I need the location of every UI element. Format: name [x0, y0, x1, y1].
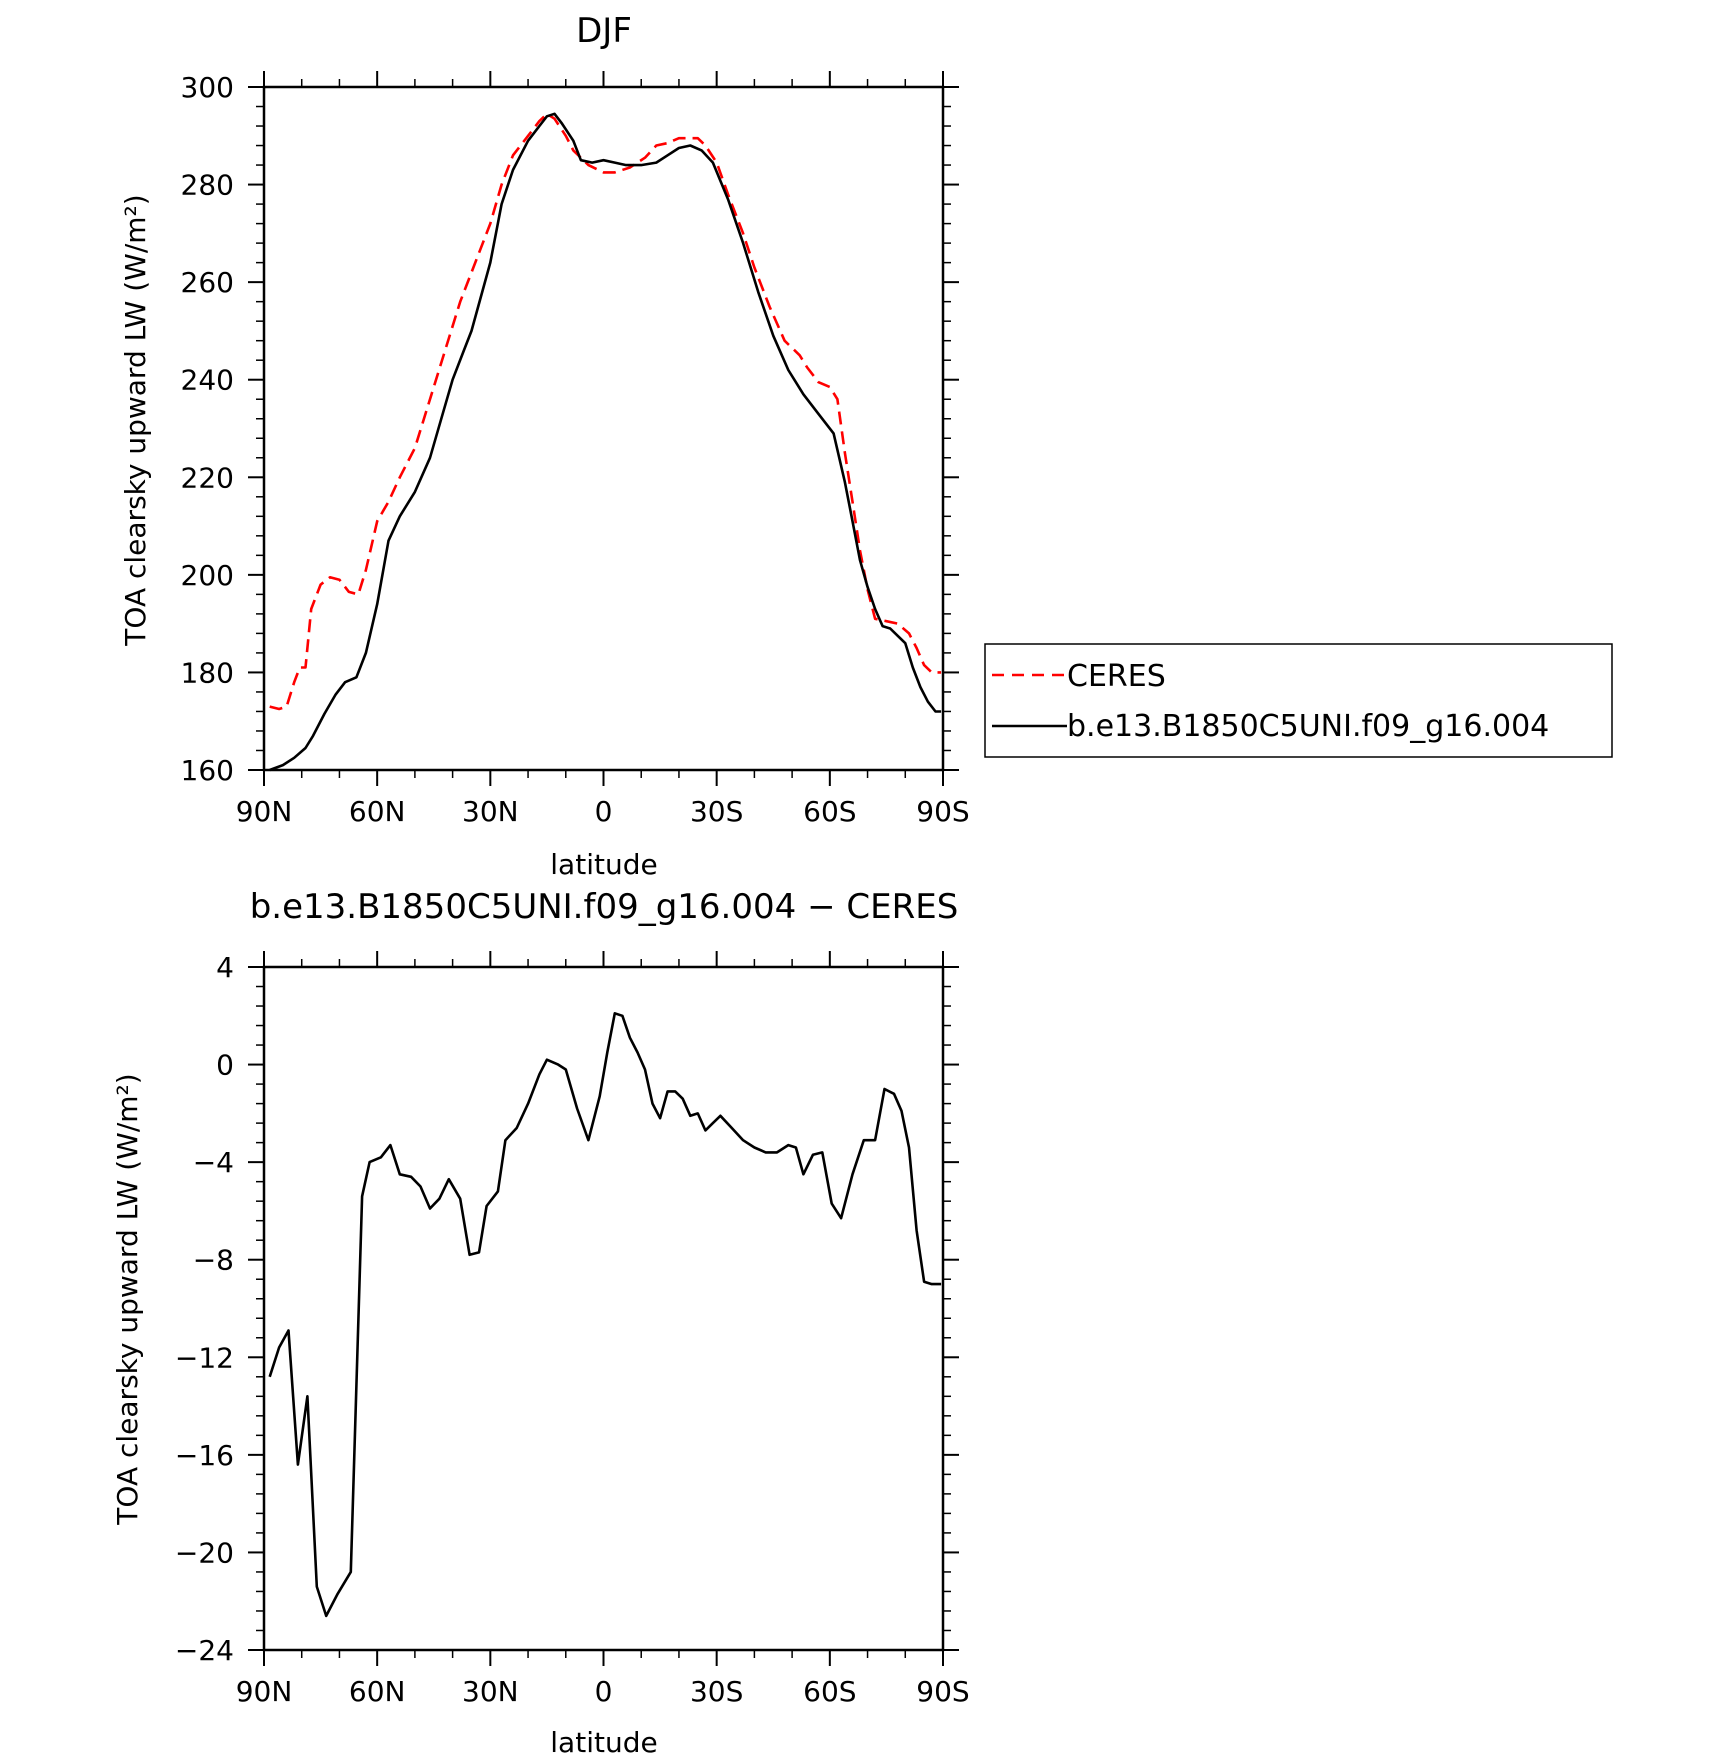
top-plot-title: DJF — [576, 11, 632, 51]
bottom-y-tick-label: −16 — [175, 1439, 234, 1472]
top-y-tick-label: 180 — [181, 656, 234, 689]
top-x-tick-label: 0 — [595, 795, 613, 828]
bottom-x-tick-label: 90N — [236, 1675, 293, 1708]
top-x-tick-label: 60S — [803, 795, 856, 828]
bottom-x-tick-label: 30S — [690, 1675, 743, 1708]
top-x-tick-label: 60N — [349, 795, 406, 828]
legend-ceres-label: CERES — [1067, 659, 1166, 694]
bottom-axis-ticks: 90N 60N 30N 0 30S 60S 90S −24 −20 −16 −12 −8 −4 0 4 — [175, 951, 970, 1708]
top-plot-frame — [262, 85, 945, 772]
bottom-x-tick-label: 60N — [349, 1675, 406, 1708]
top-y-axis-title: TOA clearsky upward LW (W/m²) — [119, 194, 152, 646]
top-y-tick-label: 240 — [181, 364, 234, 397]
top-panel: DJF TOA clearsky upward LW (W/m²) latitu… — [119, 11, 1613, 881]
bottom-x-axis-title: latitude — [550, 1726, 657, 1756]
top-y-tick-label: 300 — [181, 71, 234, 104]
bottom-y-tick-label: −20 — [175, 1536, 234, 1569]
top-series-line-0 — [269, 112, 942, 711]
bottom-y-tick-label: −8 — [193, 1244, 234, 1277]
top-y-tick-label: 220 — [181, 461, 234, 494]
bottom-x-tick-label: 60S — [803, 1675, 856, 1708]
bottom-x-tick-label: 0 — [595, 1675, 613, 1708]
bottom-x-tick-label: 90S — [916, 1675, 969, 1708]
bottom-y-tick-label: −24 — [175, 1634, 234, 1667]
top-x-tick-label: 30N — [462, 795, 519, 828]
top-x-tick-label: 90S — [916, 795, 969, 828]
top-y-tick-label: 280 — [181, 169, 234, 202]
top-x-axis-title: latitude — [550, 848, 657, 881]
bottom-series-line-0 — [268, 1011, 942, 1618]
bottom-y-tick-label: −12 — [175, 1341, 234, 1374]
bottom-y-tick-label: 4 — [216, 951, 234, 984]
top-axis-ticks: 90N 60N 30N 0 30S 60S 90S 160 180 200 220 240 260 280… — [181, 71, 970, 828]
top-y-tick-label: 200 — [181, 559, 234, 592]
top-x-tick-label: 30S — [690, 795, 743, 828]
top-series-line-1 — [269, 112, 942, 772]
bottom-y-tick-label: 0 — [216, 1049, 234, 1082]
bottom-plot-frame — [262, 965, 945, 1652]
top-y-tick-label: 260 — [181, 266, 234, 299]
legend-box — [984, 643, 1613, 758]
top-x-tick-label: 90N — [236, 795, 293, 828]
bottom-series-lines — [268, 1011, 942, 1618]
top-series-lines — [269, 112, 942, 772]
legend-model-label: b.e13.B1850C5UNI.f09_g16.004 — [1067, 709, 1549, 744]
bottom-panel: b.e13.B1850C5UNI.f09_g16.004 − CERES TOA… — [111, 887, 970, 1756]
bottom-x-tick-label: 30N — [462, 1675, 519, 1708]
bottom-plot-title: b.e13.B1850C5UNI.f09_g16.004 − CERES — [250, 887, 959, 927]
legend: CERES b.e13.B1850C5UNI.f09_g16.004 — [984, 643, 1613, 758]
bottom-y-axis-title: TOA clearsky upward LW (W/m²) — [111, 1073, 144, 1525]
top-y-tick-label: 160 — [181, 754, 234, 787]
bottom-y-tick-label: −4 — [193, 1146, 234, 1179]
